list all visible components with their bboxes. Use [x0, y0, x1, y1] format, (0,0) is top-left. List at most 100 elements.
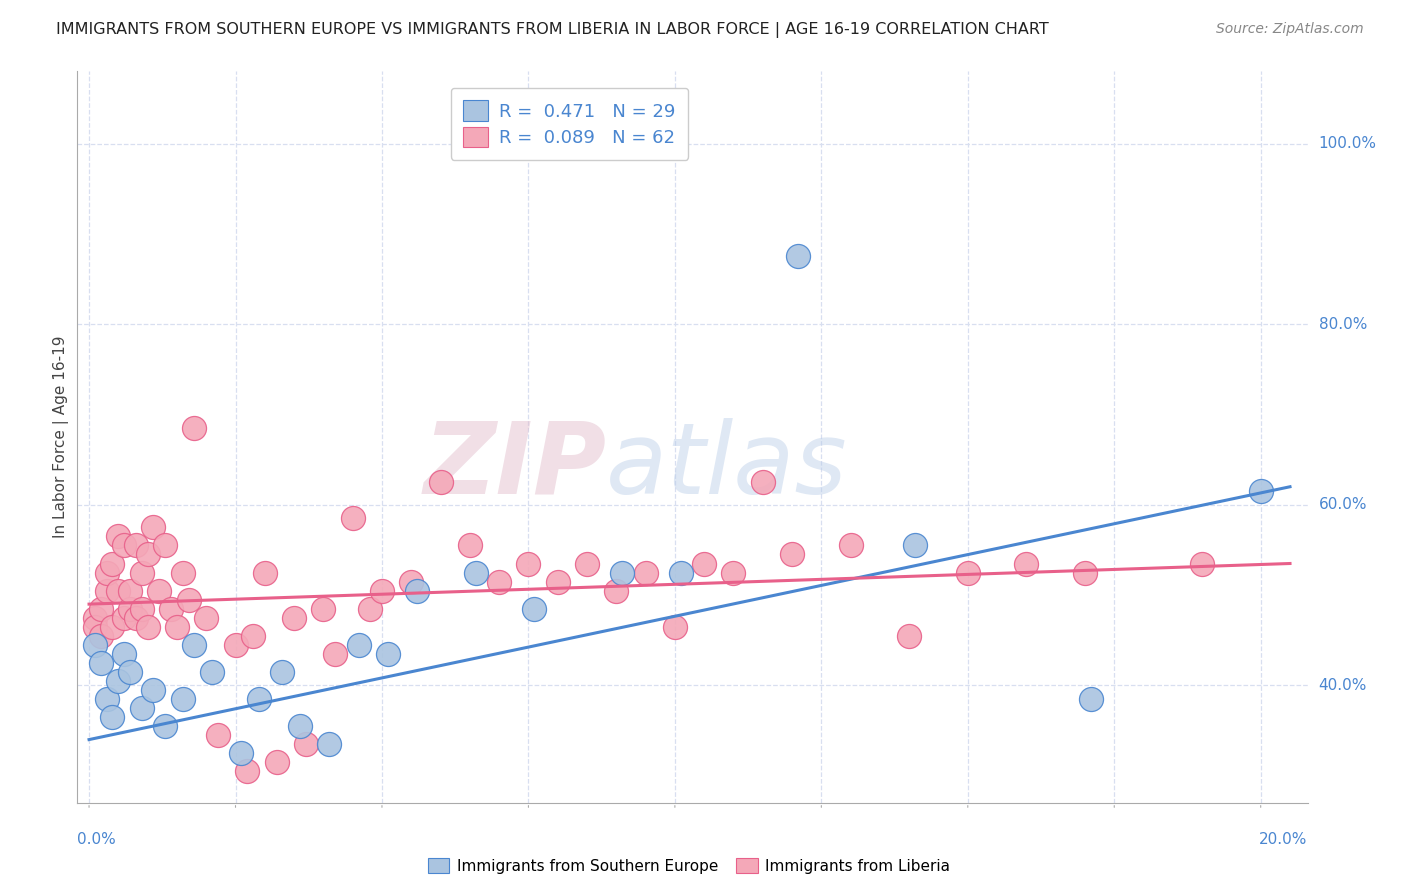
- Point: [120, 665, 141, 679]
- Point: [669, 566, 692, 580]
- Point: [1080, 692, 1102, 706]
- Point: [96, 692, 118, 706]
- Point: [610, 566, 633, 580]
- Point: [172, 692, 194, 706]
- Point: [107, 673, 129, 688]
- Point: [84, 610, 107, 624]
- Point: [253, 566, 276, 580]
- Point: [283, 610, 305, 624]
- Point: [225, 638, 247, 652]
- Point: [112, 647, 135, 661]
- Point: [787, 250, 810, 264]
- Point: [90, 629, 112, 643]
- Point: [1191, 557, 1213, 571]
- Point: [160, 601, 183, 615]
- Point: [96, 583, 118, 598]
- Point: [723, 566, 745, 580]
- Point: [1250, 484, 1272, 499]
- Point: [148, 583, 170, 598]
- Text: 80.0%: 80.0%: [1319, 317, 1367, 332]
- Point: [207, 728, 229, 742]
- Point: [112, 610, 135, 624]
- Text: 60.0%: 60.0%: [1319, 498, 1367, 512]
- Point: [142, 520, 165, 534]
- Point: [183, 421, 205, 435]
- Legend: R =  0.471   N = 29, R =  0.089   N = 62: R = 0.471 N = 29, R = 0.089 N = 62: [450, 87, 689, 160]
- Legend: Immigrants from Southern Europe, Immigrants from Liberia: Immigrants from Southern Europe, Immigra…: [422, 852, 956, 880]
- Point: [112, 538, 135, 552]
- Point: [488, 574, 510, 589]
- Point: [547, 574, 569, 589]
- Point: [166, 620, 188, 634]
- Point: [780, 548, 803, 562]
- Point: [458, 538, 481, 552]
- Point: [90, 656, 112, 670]
- Text: 100.0%: 100.0%: [1319, 136, 1376, 151]
- Point: [904, 538, 927, 552]
- Point: [605, 583, 627, 598]
- Point: [236, 764, 259, 779]
- Point: [464, 566, 486, 580]
- Point: [142, 682, 165, 697]
- Text: IMMIGRANTS FROM SOUTHERN EUROPE VS IMMIGRANTS FROM LIBERIA IN LABOR FORCE | AGE : IMMIGRANTS FROM SOUTHERN EUROPE VS IMMIG…: [56, 22, 1049, 38]
- Point: [1074, 566, 1097, 580]
- Point: [195, 610, 218, 624]
- Point: [120, 601, 141, 615]
- Point: [517, 557, 540, 571]
- Point: [401, 574, 423, 589]
- Point: [90, 601, 112, 615]
- Point: [318, 737, 340, 751]
- Point: [107, 529, 129, 543]
- Point: [201, 665, 224, 679]
- Point: [247, 692, 270, 706]
- Point: [1015, 557, 1038, 571]
- Point: [84, 620, 107, 634]
- Text: ZIP: ZIP: [423, 417, 606, 515]
- Y-axis label: In Labor Force | Age 16-19: In Labor Force | Age 16-19: [53, 335, 69, 539]
- Point: [153, 719, 177, 733]
- Point: [153, 538, 177, 552]
- Point: [839, 538, 862, 552]
- Point: [406, 583, 429, 598]
- Point: [523, 601, 546, 615]
- Point: [898, 629, 921, 643]
- Point: [295, 737, 318, 751]
- Point: [242, 629, 264, 643]
- Point: [266, 755, 288, 769]
- Point: [288, 719, 311, 733]
- Point: [84, 638, 107, 652]
- Point: [101, 557, 124, 571]
- Point: [125, 610, 148, 624]
- Point: [231, 746, 253, 760]
- Point: [96, 566, 118, 580]
- Point: [323, 647, 346, 661]
- Point: [183, 638, 205, 652]
- Point: [131, 601, 153, 615]
- Point: [371, 583, 394, 598]
- Point: [131, 701, 153, 715]
- Text: 0.0%: 0.0%: [77, 832, 117, 847]
- Point: [101, 710, 124, 724]
- Point: [136, 620, 159, 634]
- Point: [693, 557, 716, 571]
- Text: atlas: atlas: [606, 417, 848, 515]
- Point: [342, 511, 364, 525]
- Point: [312, 601, 335, 615]
- Text: 40.0%: 40.0%: [1319, 678, 1367, 693]
- Point: [664, 620, 686, 634]
- Point: [125, 538, 148, 552]
- Point: [377, 647, 399, 661]
- Point: [172, 566, 194, 580]
- Point: [131, 566, 153, 580]
- Point: [271, 665, 294, 679]
- Point: [101, 620, 124, 634]
- Point: [359, 601, 381, 615]
- Point: [752, 475, 775, 490]
- Point: [177, 592, 200, 607]
- Point: [347, 638, 370, 652]
- Text: 20.0%: 20.0%: [1260, 832, 1308, 847]
- Point: [956, 566, 979, 580]
- Point: [136, 548, 159, 562]
- Point: [634, 566, 657, 580]
- Point: [107, 583, 129, 598]
